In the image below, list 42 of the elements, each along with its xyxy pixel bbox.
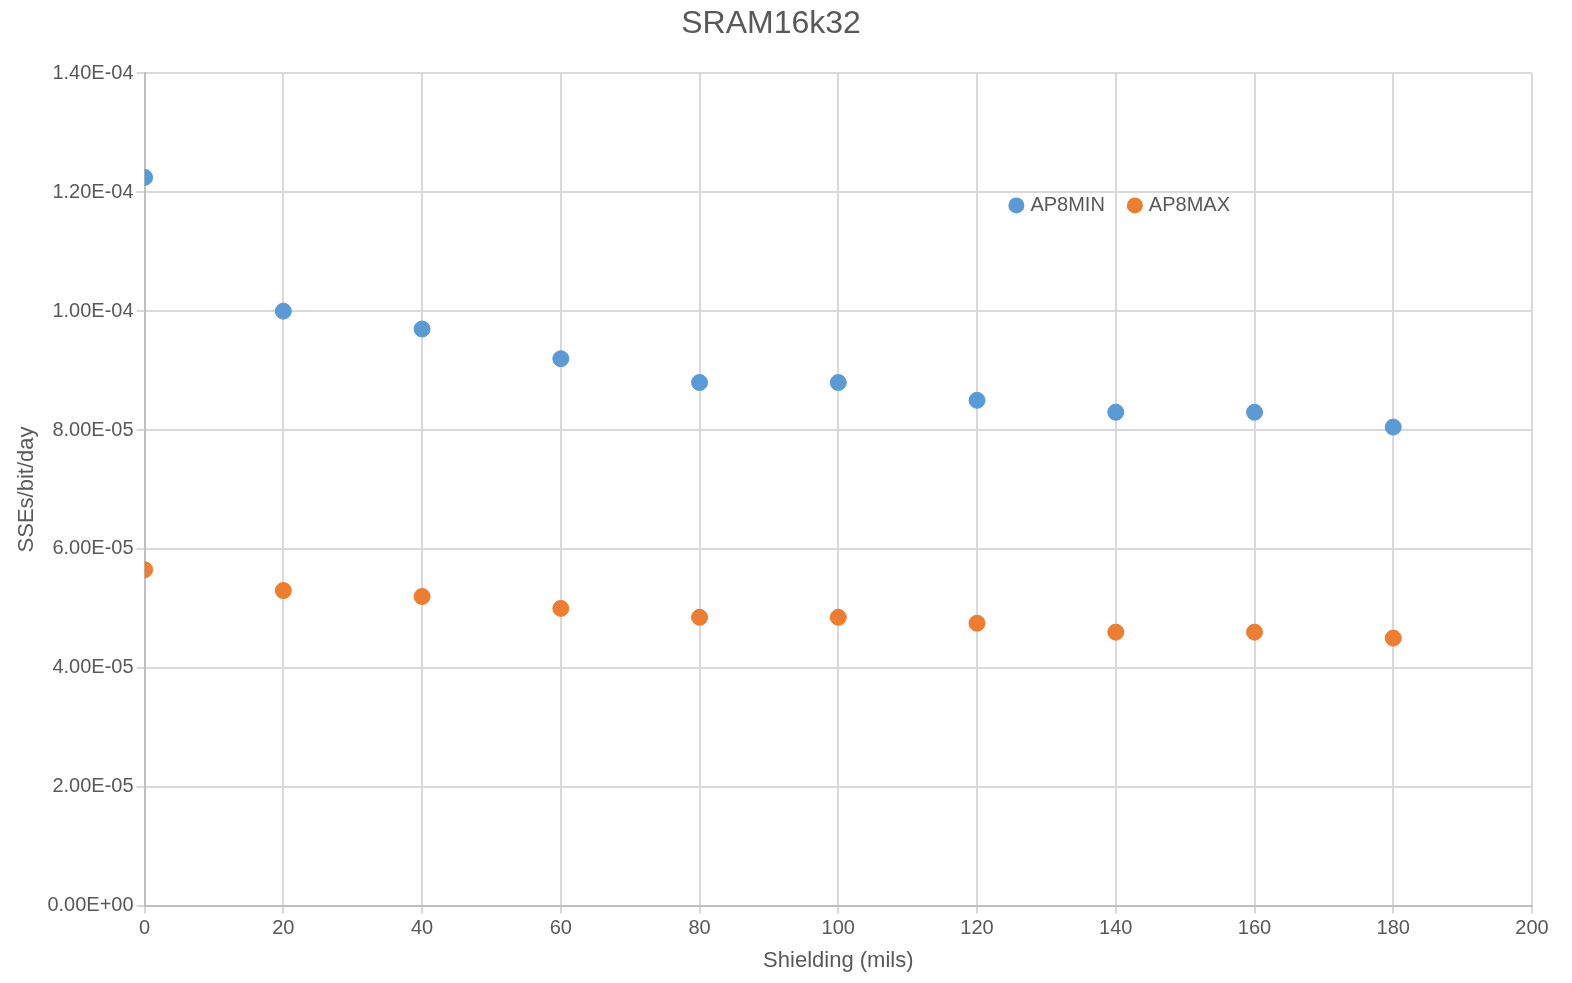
point — [413, 320, 431, 338]
x-tick-label: 160 — [1237, 916, 1272, 939]
x-tick-label: 100 — [821, 916, 855, 939]
chart-title: SRAM16k32 — [681, 4, 861, 41]
point — [691, 608, 709, 626]
x-tick-label: 0 — [139, 916, 151, 939]
x-tick-label: 40 — [410, 916, 434, 939]
x-tick-label: 60 — [549, 916, 572, 939]
point — [274, 582, 292, 600]
point — [1107, 403, 1125, 421]
point — [274, 302, 292, 320]
y-axis-title: SSEs/bit/day — [13, 426, 39, 553]
y-tick-label: 0.00E+00 — [47, 893, 134, 916]
point — [1384, 629, 1402, 647]
y-tick-label: 1.00E-04 — [52, 298, 134, 321]
y-tick-label: 6.00E-05 — [52, 536, 134, 559]
y-tick-label: 4.00E-05 — [52, 655, 134, 678]
x-axis-title: Shielding (mils) — [763, 946, 914, 972]
point — [1384, 418, 1402, 436]
point — [413, 588, 431, 605]
point — [552, 350, 570, 368]
point — [829, 374, 847, 391]
point — [552, 599, 570, 617]
legend-label: AP8MAX — [1148, 192, 1231, 215]
y-tick-label: 2.00E-05 — [52, 774, 134, 797]
point — [968, 614, 986, 632]
point — [968, 391, 986, 409]
legend-label: AP8MIN — [1030, 192, 1105, 215]
point — [1246, 403, 1264, 421]
x-tick-label: 80 — [688, 916, 711, 939]
y-tick-label: 1.40E-04 — [52, 60, 134, 83]
point — [691, 374, 709, 391]
y-tick-label: 8.00E-05 — [52, 417, 134, 440]
point — [1246, 623, 1264, 641]
x-tick-label: 120 — [960, 916, 994, 939]
x-tick-label: 180 — [1376, 916, 1410, 939]
y-tick-label: 1.20E-04 — [52, 179, 134, 202]
x-tick-label: 20 — [272, 916, 295, 939]
x-tick-label: 200 — [1515, 916, 1549, 939]
point — [1107, 623, 1125, 641]
point — [829, 608, 847, 626]
x-tick-label: 140 — [1099, 916, 1133, 939]
